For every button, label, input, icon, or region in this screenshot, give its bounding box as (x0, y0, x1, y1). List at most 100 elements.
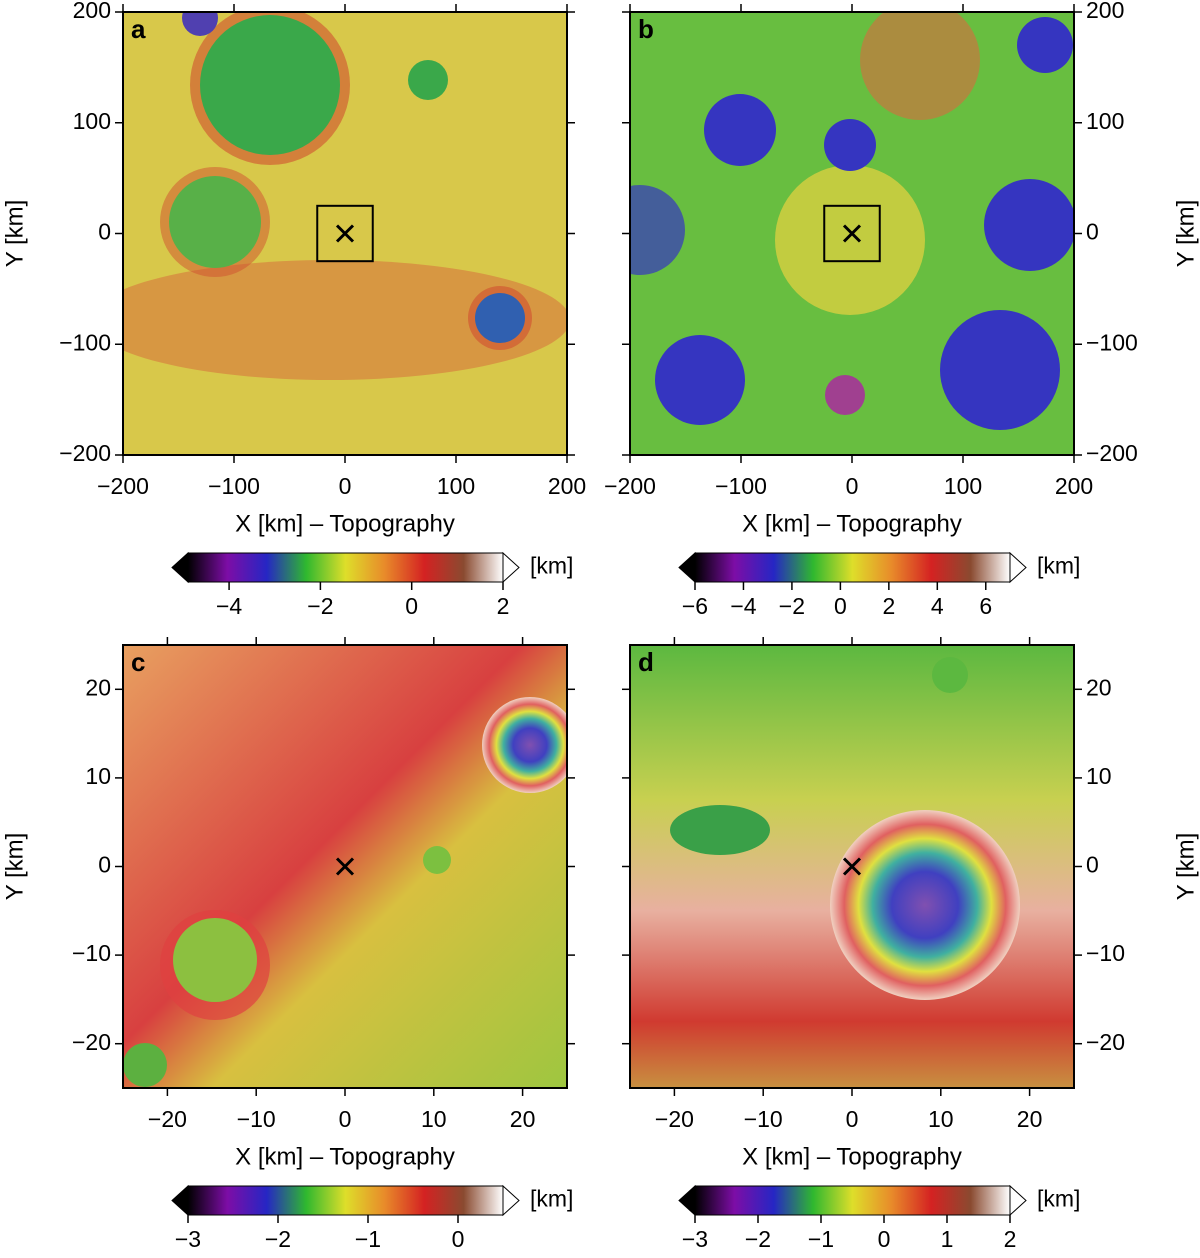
colorbar-tick-label: −1 (808, 1226, 834, 1252)
x-tick-label: −10 (744, 1106, 783, 1132)
x-axis-label: X [km] – Topography (235, 510, 455, 537)
zoom-box (316, 204, 374, 263)
y-axis-label: Y [km] (1, 200, 28, 268)
y-tick-label: −10 (1086, 940, 1125, 966)
colorbar-extend-low (171, 551, 189, 584)
colorbar-tick-label: −2 (307, 593, 333, 619)
y-tick-label: 200 (73, 0, 111, 23)
y-tick-label: 100 (73, 108, 111, 134)
x-tick-label: 200 (548, 473, 586, 499)
colorbar-extend-high (502, 1184, 520, 1217)
panel-label: c (131, 647, 145, 677)
colorbar-tick-label: 4 (931, 593, 944, 619)
y-tick-label: 200 (1086, 0, 1124, 23)
y-tick-label: 0 (98, 219, 111, 245)
x-axis-label: X [km] – Topography (742, 1143, 962, 1170)
y-tick-label: −20 (72, 1029, 111, 1055)
colorbar-extend-high (1009, 1184, 1027, 1217)
colorbar-tick-label: −4 (730, 593, 756, 619)
colorbar-tick-label: 1 (941, 1226, 954, 1252)
marker-stroke (335, 857, 355, 876)
y-axis-label: Y [km] (1, 833, 28, 901)
marker-stroke (842, 224, 862, 243)
y-tick-label: 0 (1086, 219, 1099, 245)
x-tick-label: −200 (97, 473, 149, 499)
colorbar-tick-label: −3 (175, 1226, 201, 1252)
y-tick-label: −100 (1086, 329, 1138, 355)
x-tick-label: −200 (604, 473, 656, 499)
site-marker (842, 224, 862, 243)
colorbar-extend-high (1009, 551, 1027, 584)
x-tick-label: 100 (437, 473, 475, 499)
colorbar-extend-low (678, 1184, 696, 1217)
panel-label: d (638, 647, 654, 677)
colorbar-label: [km] (1037, 1186, 1080, 1212)
y-tick-label: −10 (72, 940, 111, 966)
colorbar-tick-label: 0 (834, 593, 847, 619)
y-tick-label: 20 (1086, 674, 1112, 700)
x-tick-label: −10 (237, 1106, 276, 1132)
colorbar-label: [km] (530, 1186, 573, 1212)
colorbar-tick-label: −2 (265, 1226, 291, 1252)
x-tick-label: 200 (1055, 473, 1093, 499)
colorbar-tick-label: 2 (1004, 1226, 1017, 1252)
x-tick-label: 0 (846, 1106, 859, 1132)
colorbar-extend-low (171, 1184, 189, 1217)
x-tick-label: 0 (339, 473, 352, 499)
map-image (123, 645, 567, 1088)
x-axis-label: X [km] – Topography (742, 510, 962, 537)
y-tick-label: 0 (98, 852, 111, 878)
site-marker (842, 857, 862, 876)
x-tick-label: −100 (208, 473, 260, 499)
y-tick-label: −20 (1086, 1029, 1125, 1055)
x-tick-label: 0 (846, 473, 859, 499)
y-tick-label: −200 (1086, 440, 1138, 466)
map-image (123, 12, 567, 455)
colorbar (694, 552, 1011, 583)
y-tick-label: −100 (59, 329, 111, 355)
x-tick-label: 0 (339, 1106, 352, 1132)
colorbar-tick-label: 2 (882, 593, 895, 619)
colorbar (187, 1185, 504, 1216)
colorbar-tick-label: 6 (979, 593, 992, 619)
y-tick-label: 10 (1086, 763, 1112, 789)
x-tick-label: 20 (510, 1106, 536, 1132)
x-tick-label: −100 (715, 473, 767, 499)
colorbar-tick-label: −6 (682, 593, 708, 619)
colorbar-label: [km] (530, 553, 573, 579)
y-axis-label: Y [km] (1172, 833, 1199, 901)
colorbar-tick-label: 0 (452, 1226, 465, 1252)
y-tick-label: 20 (85, 674, 111, 700)
marker-stroke (842, 857, 862, 876)
y-axis-label: Y [km] (1172, 200, 1199, 268)
site-marker (335, 857, 355, 876)
colorbar-tick-label: −1 (355, 1226, 381, 1252)
y-tick-label: 10 (85, 763, 111, 789)
colorbar-tick-label: −2 (779, 593, 805, 619)
colorbar (187, 552, 504, 583)
colorbar-tick-label: −2 (745, 1226, 771, 1252)
colorbar-tick-label: −3 (682, 1226, 708, 1252)
x-tick-label: −20 (655, 1106, 694, 1132)
panel-label: a (131, 14, 146, 44)
site-marker (335, 224, 355, 243)
y-tick-label: −200 (59, 440, 111, 466)
x-tick-label: 100 (944, 473, 982, 499)
x-tick-label: −20 (148, 1106, 187, 1132)
colorbar-extend-high (502, 551, 520, 584)
colorbar-extend-low (678, 551, 696, 584)
map-image (630, 12, 1074, 455)
x-tick-label: 10 (928, 1106, 954, 1132)
colorbar (694, 1185, 1011, 1216)
panel-label: b (638, 14, 654, 44)
colorbar-label: [km] (1037, 553, 1080, 579)
zoom-box (823, 204, 881, 263)
x-tick-label: 20 (1017, 1106, 1043, 1132)
colorbar-tick-label: 2 (497, 593, 510, 619)
x-tick-label: 10 (421, 1106, 447, 1132)
x-axis-label: X [km] – Topography (235, 1143, 455, 1170)
colorbar-tick-label: −4 (216, 593, 242, 619)
y-tick-label: 0 (1086, 852, 1099, 878)
colorbar-tick-label: 0 (878, 1226, 891, 1252)
